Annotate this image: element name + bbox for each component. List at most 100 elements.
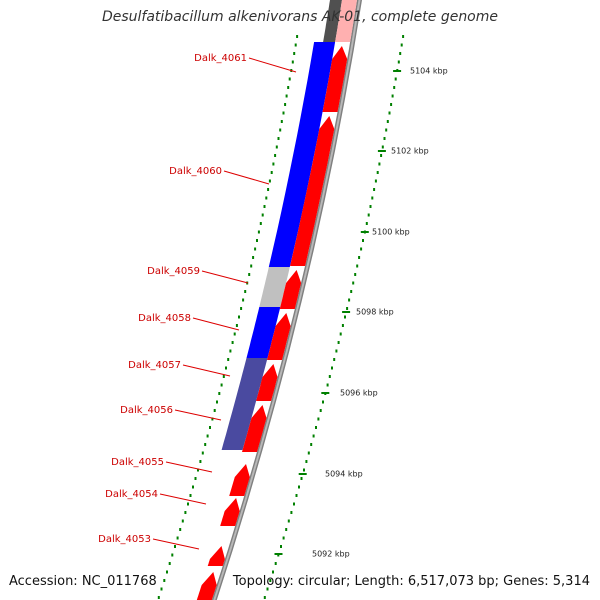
outer-ruler-dot <box>365 222 368 225</box>
inner-ruler-dot <box>254 247 257 251</box>
outer-ruler-dot <box>356 264 359 268</box>
outer-ruler-dot <box>344 315 346 319</box>
outer-ruler-dot <box>362 239 364 242</box>
outer-ruler-dot <box>376 171 379 174</box>
inner-ruler-dot <box>263 205 266 208</box>
gene-label: Dalk_4054 <box>105 489 158 500</box>
inner-ruler-dot <box>225 366 227 370</box>
outer-ruler-dot <box>328 375 331 378</box>
outer-ruler-dot <box>322 400 324 404</box>
leader-line <box>223 170 270 185</box>
scale-tick <box>377 150 386 152</box>
outer-ruler-dot <box>263 596 266 599</box>
outer-ruler-dot <box>280 545 282 548</box>
scale-label: 5100 kbp <box>372 228 410 237</box>
outer-ruler-dot <box>358 256 361 259</box>
outer-ruler-dot <box>354 273 357 276</box>
inner-ruler-dot <box>244 290 247 293</box>
outer-ruler-dot <box>315 426 317 429</box>
outer-ruler-dot <box>388 111 391 115</box>
outer-ruler-dot <box>303 468 305 472</box>
inner-ruler-dot <box>179 528 182 531</box>
outer-ruler-dot <box>274 562 277 565</box>
inner-ruler-dot <box>257 230 260 234</box>
inner-ruler-dot <box>181 519 184 523</box>
outer-ruler-dot <box>373 188 376 191</box>
outer-ruler-dot <box>326 383 329 387</box>
gene-label: Dalk_4061 <box>194 53 247 64</box>
forward-gene-dalk-4053 <box>207 546 225 566</box>
inner-ruler-dot <box>194 477 197 480</box>
gene-labels: Dalk_4061 Dalk_4060 Dalk_4059 Dalk_4058 Dalk… <box>98 53 297 550</box>
leader-line <box>152 538 200 550</box>
inner-ruler-dot <box>274 154 277 157</box>
inner-ruler-dot <box>220 383 223 387</box>
inner-ruler-dot <box>189 494 192 497</box>
outer-ruler-dot <box>335 349 338 353</box>
inner-ruler-dot <box>270 171 273 174</box>
inner-ruler-dot <box>233 332 236 336</box>
outer-ruler-dot <box>282 536 285 540</box>
inner-ruler-dot <box>293 52 296 55</box>
inner-ruler-dot <box>160 587 163 591</box>
inner-ruler-dot <box>282 111 285 115</box>
outer-ruler-dot <box>360 247 363 251</box>
outer-ruler-dot <box>341 324 344 327</box>
scale-tick <box>321 392 330 394</box>
inner-ruler-dot <box>163 579 166 582</box>
inner-ruler-dot <box>206 434 209 438</box>
outer-ruler-dot <box>352 281 355 285</box>
leader-line <box>182 364 231 377</box>
scale-tick <box>393 70 402 72</box>
outer-ruler-dot <box>346 307 349 310</box>
inner-ruler-dot <box>171 553 174 557</box>
outer-ruler-dot <box>371 196 374 200</box>
inner-ruler-dot <box>296 35 299 38</box>
inner-ruler-dot <box>238 315 240 319</box>
inner-ruler-dot <box>174 545 176 548</box>
scale-tick <box>360 231 369 233</box>
ruler-ring <box>157 35 405 599</box>
inner-ruler-dot <box>187 502 189 506</box>
outer-ruler-dot <box>380 154 383 157</box>
outer-ruler-dot <box>348 298 351 302</box>
outer-ruler-dot <box>266 587 269 591</box>
inner-ruler-dot <box>209 426 211 429</box>
inner-ruler-dot <box>235 324 238 327</box>
outer-ruler-dot <box>390 103 393 106</box>
reverse-strand-track <box>221 0 342 450</box>
forward-gene-top-faded <box>335 0 357 42</box>
genome-summary: Topology: circular; Length: 6,517,073 bp… <box>232 574 590 589</box>
outer-ruler-dot <box>285 528 288 531</box>
outer-ruler-dot <box>312 434 315 438</box>
outer-ruler-dot <box>272 570 274 574</box>
outer-ruler-dot <box>305 460 308 463</box>
reverse-gene-dalk-4060 <box>268 42 336 267</box>
gene-label: Dalk_4059 <box>147 266 200 277</box>
outer-ruler-dot <box>400 43 403 47</box>
outer-ruler-dot <box>381 145 384 149</box>
inner-ruler-dot <box>275 145 278 149</box>
leader-line <box>165 461 213 473</box>
leader-line <box>248 57 297 73</box>
accession-label: Accession: NC_011768 <box>9 574 157 589</box>
leader-line <box>201 270 249 284</box>
outer-ruler-dot <box>394 77 397 81</box>
outer-ruler-dot <box>298 485 300 489</box>
inner-ruler-dot <box>201 451 204 455</box>
inner-ruler-dot <box>294 43 297 47</box>
outer-ruler-dot <box>333 358 336 361</box>
inner-ruler-dot <box>242 298 245 302</box>
outer-ruler-dot <box>383 137 386 140</box>
forward-gene-dalk-4059 <box>279 270 302 309</box>
inner-ruler-dot <box>272 162 275 166</box>
outer-ruler-dot <box>369 205 372 208</box>
inner-ruler-dot <box>287 86 290 89</box>
outer-ruler-dot <box>378 162 381 166</box>
inner-ruler-dot <box>197 468 199 472</box>
inner-ruler-dot <box>288 77 291 81</box>
inner-ruler-dot <box>157 596 160 599</box>
forward-gene-dalk-4054 <box>220 498 240 526</box>
